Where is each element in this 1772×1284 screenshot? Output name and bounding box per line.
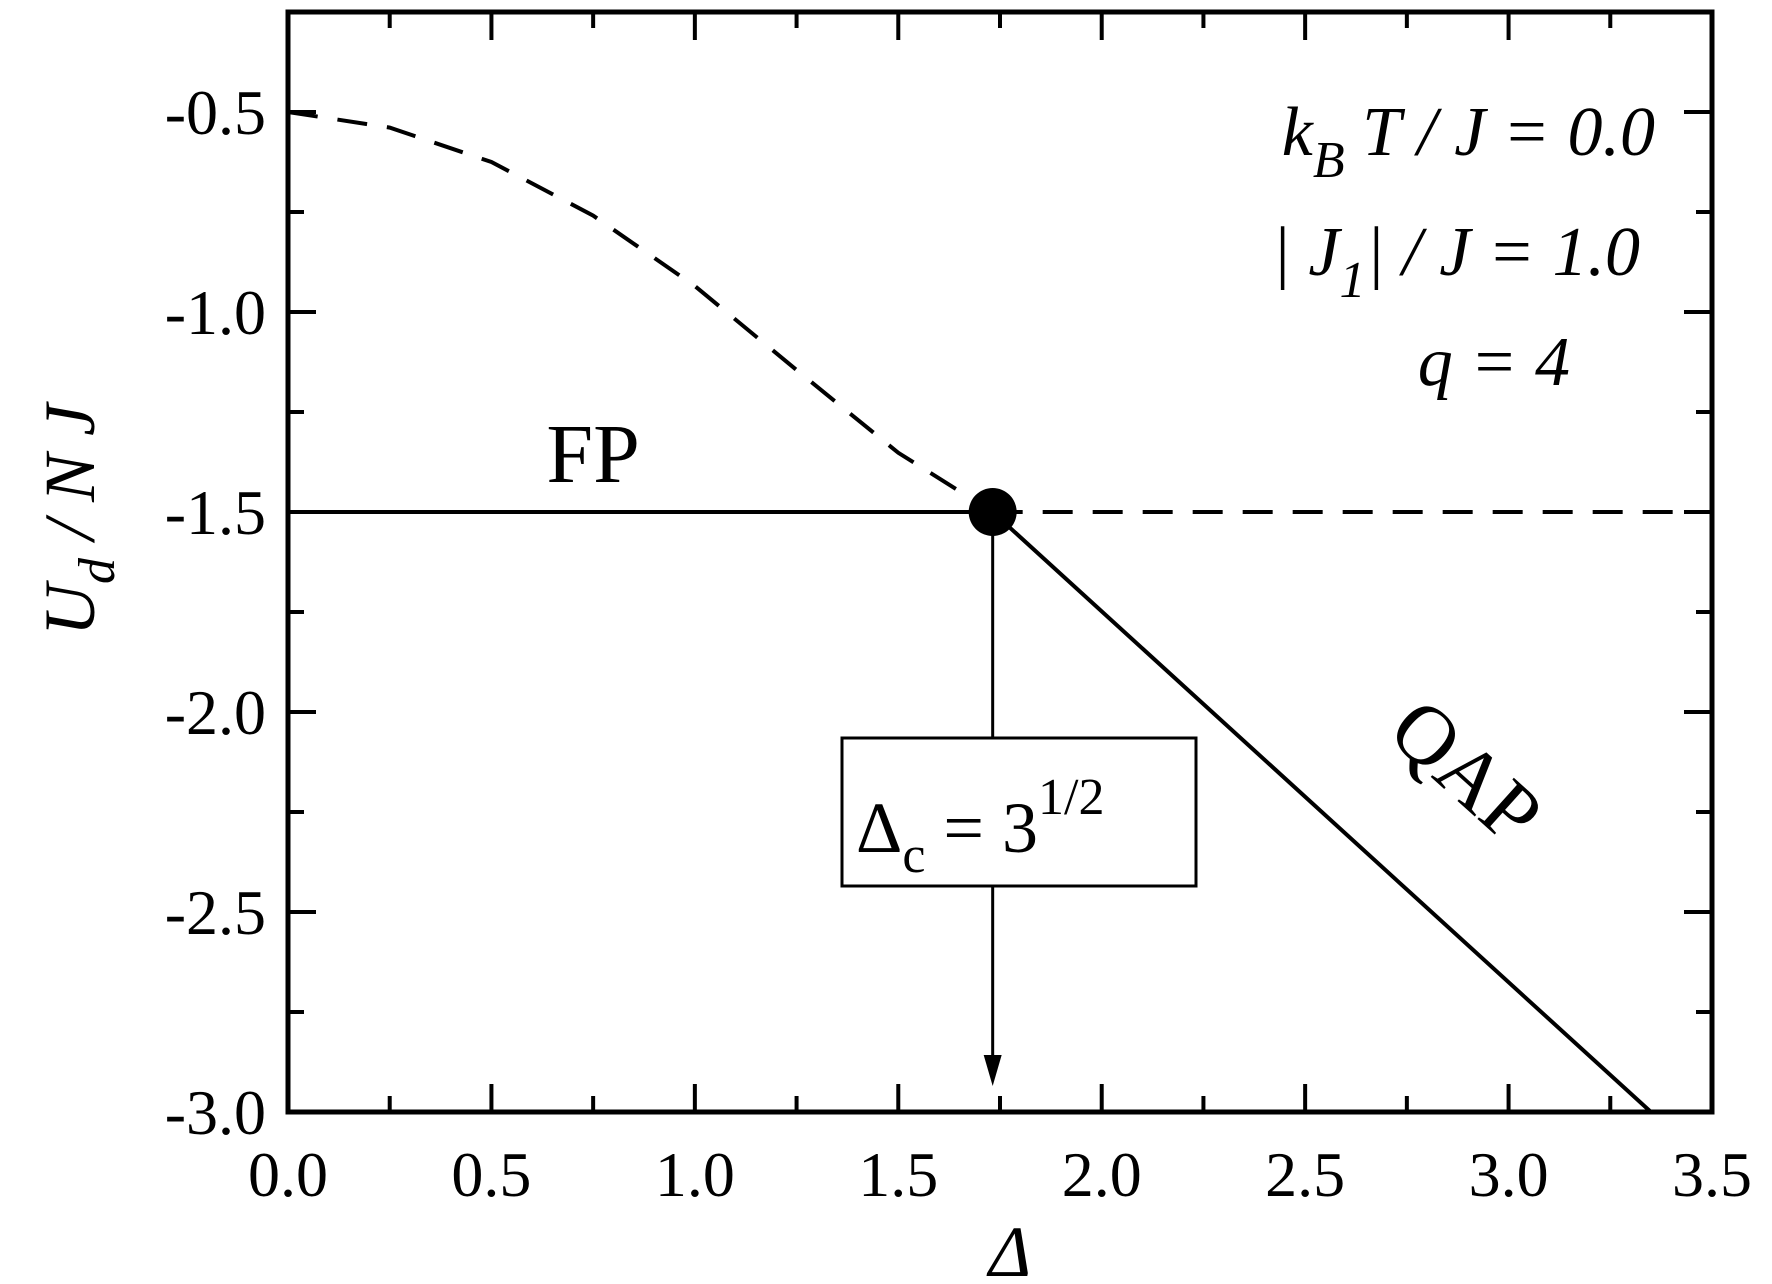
y-tick-label: -1.5 xyxy=(165,477,266,548)
x-tick-label: 3.5 xyxy=(1672,1139,1752,1210)
y-tick-label: -0.5 xyxy=(165,77,266,148)
axis-ticks xyxy=(286,10,1714,1114)
y-axis-label: Ud / N J xyxy=(30,401,126,636)
y-tick-labels: -0.5 -1.0 -1.5 -2.0 -2.5 -3.0 xyxy=(165,77,266,1148)
critical-delta-sub: c xyxy=(902,827,925,884)
x-tick-label: 1.0 xyxy=(655,1139,735,1210)
annotation-coupling: | J1| / J = 1.0 xyxy=(1272,214,1640,309)
x-tick-label: 1.5 xyxy=(858,1139,938,1210)
y-tick-label: -3.0 xyxy=(165,1077,266,1148)
series-line-0 xyxy=(287,110,994,514)
y-tick-label: -2.5 xyxy=(165,877,266,948)
series-line-3 xyxy=(991,510,1653,1114)
critical-value-text: Δc = 31/2 xyxy=(856,769,1104,884)
critical-value-box xyxy=(840,736,1198,888)
critical-point-marker xyxy=(968,488,1017,536)
region-label-qap: QAP xyxy=(1372,681,1559,863)
y-tick-label: -1.0 xyxy=(165,277,266,348)
x-tick-label: 3.0 xyxy=(1469,1139,1549,1210)
plot-frame xyxy=(285,9,1715,1115)
annotation-coordination: q = 4 xyxy=(1418,324,1570,401)
critical-exponent: 1/2 xyxy=(1038,769,1104,826)
x-tick-label: 2.0 xyxy=(1062,1139,1142,1210)
critical-equals: = 3 xyxy=(925,788,1038,868)
critical-arrow-head xyxy=(983,1055,1002,1086)
region-label-fp: FP xyxy=(546,408,639,501)
x-tick-label: 2.5 xyxy=(1265,1139,1345,1210)
x-axis-label: Δ xyxy=(986,1212,1031,1284)
annotation-temperature: kB T / J = 0.0 xyxy=(1282,94,1655,189)
x-tick-label: 0.5 xyxy=(451,1139,531,1210)
series-group xyxy=(287,110,1712,1114)
critical-delta: Δ xyxy=(856,788,902,868)
y-tick-label: -2.0 xyxy=(165,677,266,748)
x-tick-label: 0.0 xyxy=(248,1139,328,1210)
x-tick-labels: 0.0 0.5 1.0 1.5 2.0 2.5 3.0 3.5 xyxy=(248,1139,1752,1210)
